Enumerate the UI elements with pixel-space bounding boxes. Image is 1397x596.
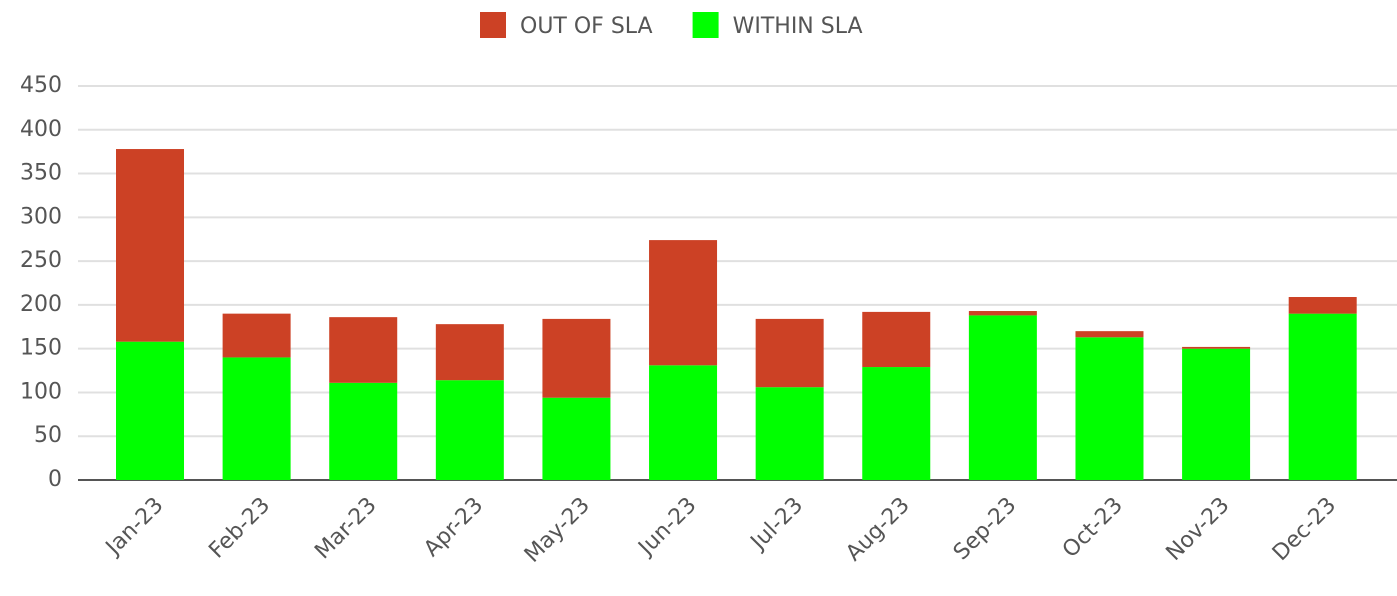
bar-segment bbox=[1075, 331, 1144, 338]
bar-segment bbox=[1182, 346, 1251, 349]
bar-segment bbox=[435, 324, 504, 381]
x-tick-label: Jul-23 bbox=[745, 493, 808, 556]
y-tick-label: 400 bbox=[20, 117, 62, 142]
bar-segment bbox=[968, 315, 1037, 480]
y-tick-label: 0 bbox=[48, 467, 62, 492]
x-tick-label: Aug-23 bbox=[841, 493, 914, 566]
bar-segment bbox=[1075, 337, 1144, 480]
x-tick-label: Jan-23 bbox=[100, 493, 168, 561]
y-tick-label: 350 bbox=[20, 161, 62, 186]
bar-segment bbox=[329, 382, 398, 480]
bar-segment bbox=[755, 387, 824, 480]
y-tick-label: 250 bbox=[20, 248, 62, 273]
bar-segment bbox=[755, 318, 824, 388]
legend-swatch bbox=[480, 12, 506, 38]
x-tick-label: Apr-23 bbox=[419, 493, 488, 562]
bar-segment bbox=[1182, 348, 1251, 480]
bar-segment bbox=[542, 318, 611, 398]
bar-segment bbox=[1288, 313, 1357, 480]
bar-segment bbox=[222, 357, 291, 480]
bar-segment bbox=[862, 367, 931, 480]
bar-segment bbox=[116, 341, 185, 480]
y-tick-label: 50 bbox=[34, 423, 62, 448]
legend-label: WITHIN SLA bbox=[733, 14, 863, 39]
x-tick-label: Feb-23 bbox=[204, 493, 275, 564]
legend-swatch bbox=[692, 12, 719, 38]
bar-segment bbox=[1288, 297, 1357, 314]
x-tick-label: Oct-23 bbox=[1058, 493, 1128, 563]
bar-segment bbox=[968, 311, 1037, 316]
bar-segment bbox=[542, 397, 611, 480]
bar-segment bbox=[222, 313, 291, 358]
bar-segment bbox=[435, 380, 504, 480]
y-tick-label: 150 bbox=[20, 336, 62, 361]
bar-segment bbox=[649, 365, 718, 480]
bar-segment bbox=[649, 240, 718, 366]
bar-segment bbox=[862, 311, 931, 368]
y-tick-label: 100 bbox=[20, 379, 62, 404]
y-tick-label: 200 bbox=[20, 292, 62, 317]
bar-segment bbox=[116, 149, 185, 342]
x-tick-label: May-23 bbox=[520, 493, 595, 568]
x-tick-label: Sep-23 bbox=[949, 493, 1021, 565]
y-tick-label: 450 bbox=[20, 73, 62, 98]
legend-label: OUT OF SLA bbox=[520, 14, 653, 39]
y-tick-label: 300 bbox=[20, 204, 62, 229]
x-tick-label: Mar-23 bbox=[310, 493, 381, 564]
bar-segment bbox=[329, 317, 398, 383]
x-tick-label: Dec-23 bbox=[1268, 493, 1341, 566]
x-tick-label: Jun-23 bbox=[633, 493, 702, 562]
x-tick-label: Nov-23 bbox=[1162, 493, 1235, 566]
